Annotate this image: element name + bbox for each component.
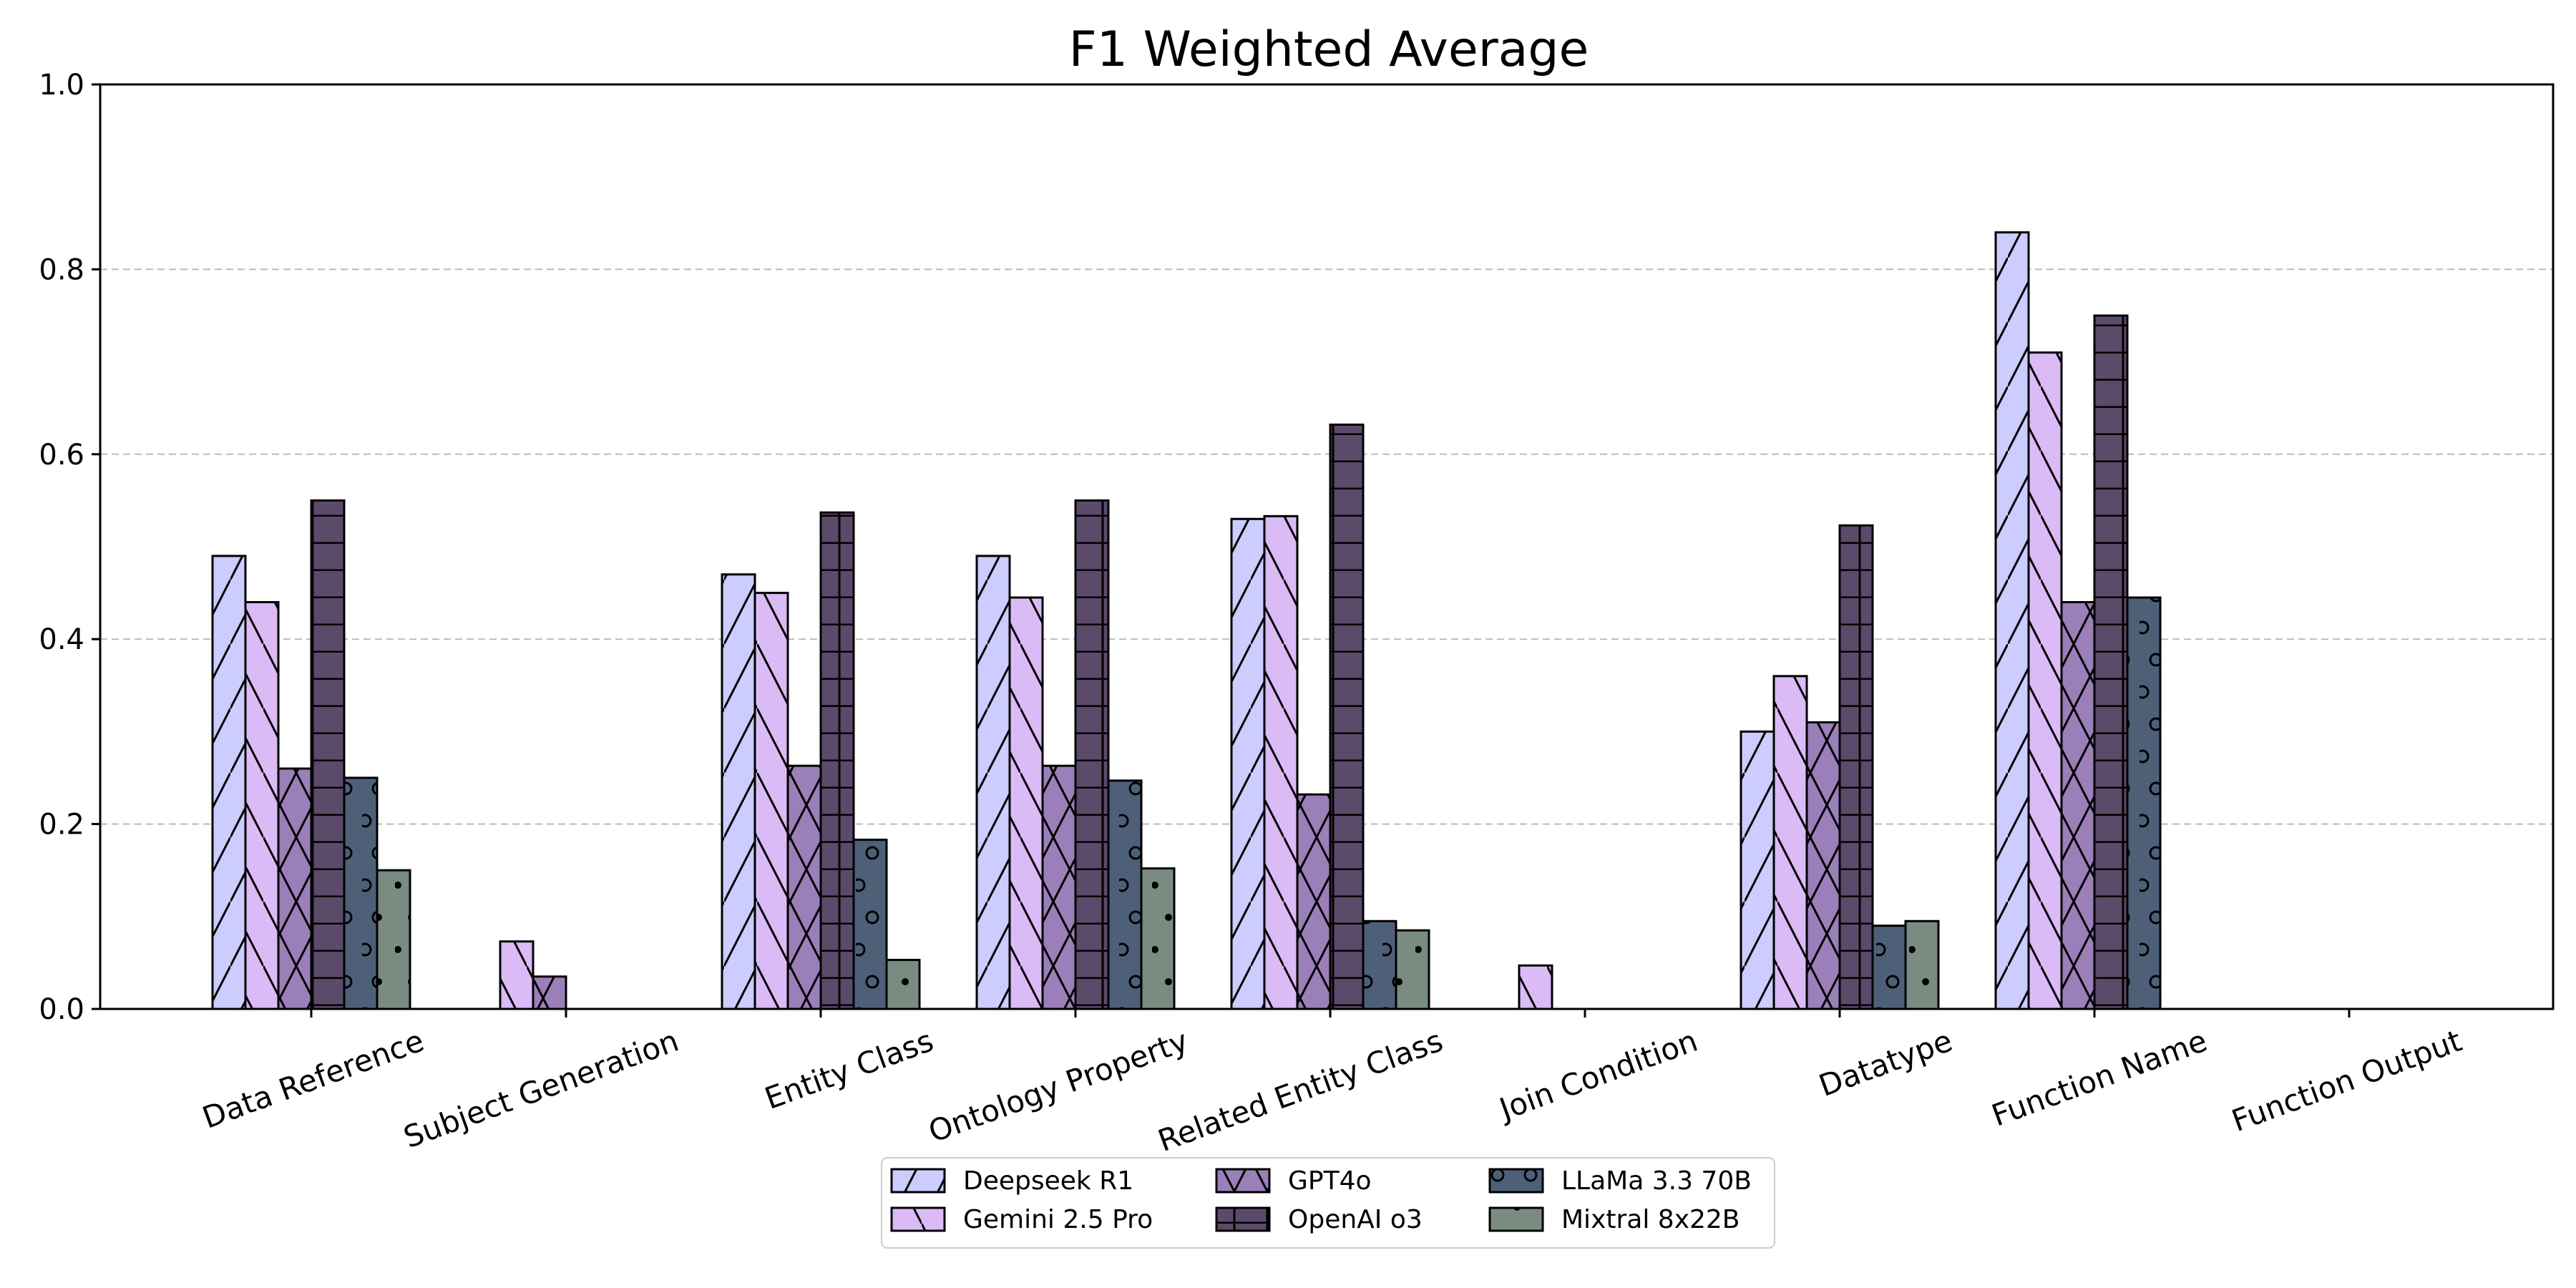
legend-swatch [1215, 1206, 1271, 1232]
bar-gpt4o-subject-generation [532, 975, 567, 1010]
bar-mixtral-8x22b-entity-class [885, 959, 921, 1010]
bar-openai-o3-entity-class [819, 511, 855, 1010]
bar-gemini-2-5-pro-ontology-property [1008, 596, 1044, 1010]
legend: Deepseek R1 Gemini 2.5 Pro GPT4o OpenAI o3 L… [881, 1157, 1775, 1249]
bar-gpt4o-data-reference [277, 767, 313, 1010]
x-tick-label-join-condition: Join Condition [1493, 1023, 1702, 1128]
bar-deepseek-r1-ontology-property [975, 555, 1011, 1010]
legend-item-gpt4o: GPT4o [1215, 1166, 1372, 1196]
y-tick-label: 0.0 [39, 993, 84, 1026]
x-tick-label-datatype: Datatype [1815, 1023, 1957, 1103]
bar-gpt4o-entity-class [786, 764, 822, 1010]
bar-gpt4o-function-name [2060, 601, 2096, 1010]
bar-openai-o3-datatype [1838, 524, 1874, 1010]
y-tick-label: 0.8 [39, 253, 84, 286]
bar-gemini-2-5-pro-datatype [1772, 675, 1808, 1010]
bar-deepseek-r1-datatype [1740, 730, 1775, 1010]
legend-item-openai-o3: OpenAI o3 [1215, 1205, 1423, 1234]
bar-llama-3-3-70b-datatype [1871, 924, 1907, 1010]
bar-gemini-2-5-pro-subject-generation [499, 940, 535, 1010]
legend-swatch [890, 1206, 946, 1232]
bar-deepseek-r1-data-reference [211, 555, 247, 1010]
y-tick-label: 1.0 [39, 69, 84, 102]
legend-label: OpenAI o3 [1288, 1205, 1423, 1234]
legend-swatch [1488, 1206, 1544, 1232]
bar-llama-3-3-70b-entity-class [852, 839, 888, 1010]
bar-llama-3-3-70b-data-reference [343, 776, 379, 1010]
bar-openai-o3-function-name [2093, 314, 2129, 1010]
bar-mixtral-8x22b-data-reference [376, 869, 411, 1010]
bar-llama-3-3-70b-related-entity-class [1362, 919, 1397, 1010]
legend-item-llama-3-3-70b: LLaMa 3.3 70B [1488, 1166, 1752, 1196]
chart-title: F1 Weighted Average [1069, 21, 1589, 78]
bar-gemini-2-5-pro-data-reference [244, 601, 280, 1010]
x-tick-label-ontology-property: Ontology Property [924, 1023, 1193, 1150]
bar-deepseek-r1-related-entity-class [1230, 517, 1266, 1010]
bar-gemini-2-5-pro-related-entity-class [1263, 514, 1299, 1010]
bar-gpt4o-ontology-property [1041, 764, 1077, 1010]
x-tick-label-function-output: Function Output [2227, 1023, 2466, 1139]
legend-item-mixtral-8x22b: Mixtral 8x22B [1488, 1205, 1740, 1234]
y-tick-label: 0.4 [39, 623, 84, 656]
bar-deepseek-r1-function-name [1994, 231, 2030, 1010]
bar-gpt4o-datatype [1805, 721, 1841, 1010]
legend-item-gemini-2-5-pro: Gemini 2.5 Pro [890, 1205, 1153, 1234]
x-tick-label-data-reference: Data Reference [197, 1023, 428, 1136]
bar-gemini-2-5-pro-entity-class [753, 592, 789, 1010]
x-tick-label-subject-generation: Subject Generation [399, 1023, 683, 1155]
legend-swatch [890, 1168, 946, 1194]
bar-mixtral-8x22b-ontology-property [1140, 867, 1176, 1010]
legend-label: Gemini 2.5 Pro [963, 1205, 1153, 1234]
legend-box [881, 1157, 1775, 1249]
x-tick-label-function-name: Function Name [1987, 1023, 2212, 1133]
legend-label: GPT4o [1288, 1166, 1372, 1196]
bar-llama-3-3-70b-ontology-property [1107, 779, 1143, 1010]
legend-label: Deepseek R1 [963, 1166, 1133, 1196]
bar-openai-o3-related-entity-class [1329, 423, 1365, 1010]
bar-gemini-2-5-pro-function-name [2027, 351, 2063, 1010]
legend-label: LLaMa 3.3 70B [1561, 1166, 1752, 1196]
bar-gpt4o-related-entity-class [1296, 793, 1332, 1010]
bar-openai-o3-data-reference [310, 499, 346, 1010]
bar-gemini-2-5-pro-join-condition [1518, 964, 1553, 1010]
x-tick-label-related-entity-class: Related Entity Class [1153, 1023, 1448, 1158]
legend-swatch [1488, 1168, 1544, 1194]
legend-item-deepseek-r1: Deepseek R1 [890, 1166, 1133, 1196]
bars [211, 231, 2162, 1010]
bar-mixtral-8x22b-related-entity-class [1395, 929, 1430, 1010]
bar-llama-3-3-70b-function-name [2126, 596, 2162, 1010]
y-tick-label: 0.2 [39, 809, 84, 841]
y-tick-label: 0.6 [39, 439, 84, 472]
bar-openai-o3-ontology-property [1074, 499, 1110, 1010]
grid-lines [100, 268, 2553, 825]
bar-mixtral-8x22b-datatype [1904, 919, 1940, 1010]
legend-swatch [1215, 1168, 1271, 1194]
legend-label: Mixtral 8x22B [1561, 1205, 1740, 1234]
plot-frame [99, 83, 2555, 1010]
x-tick-label-entity-class: Entity Class [760, 1023, 937, 1116]
y-axis: 0.0 0.2 0.4 0.6 0.8 1.0 [39, 69, 100, 1026]
bar-deepseek-r1-entity-class [721, 573, 756, 1010]
